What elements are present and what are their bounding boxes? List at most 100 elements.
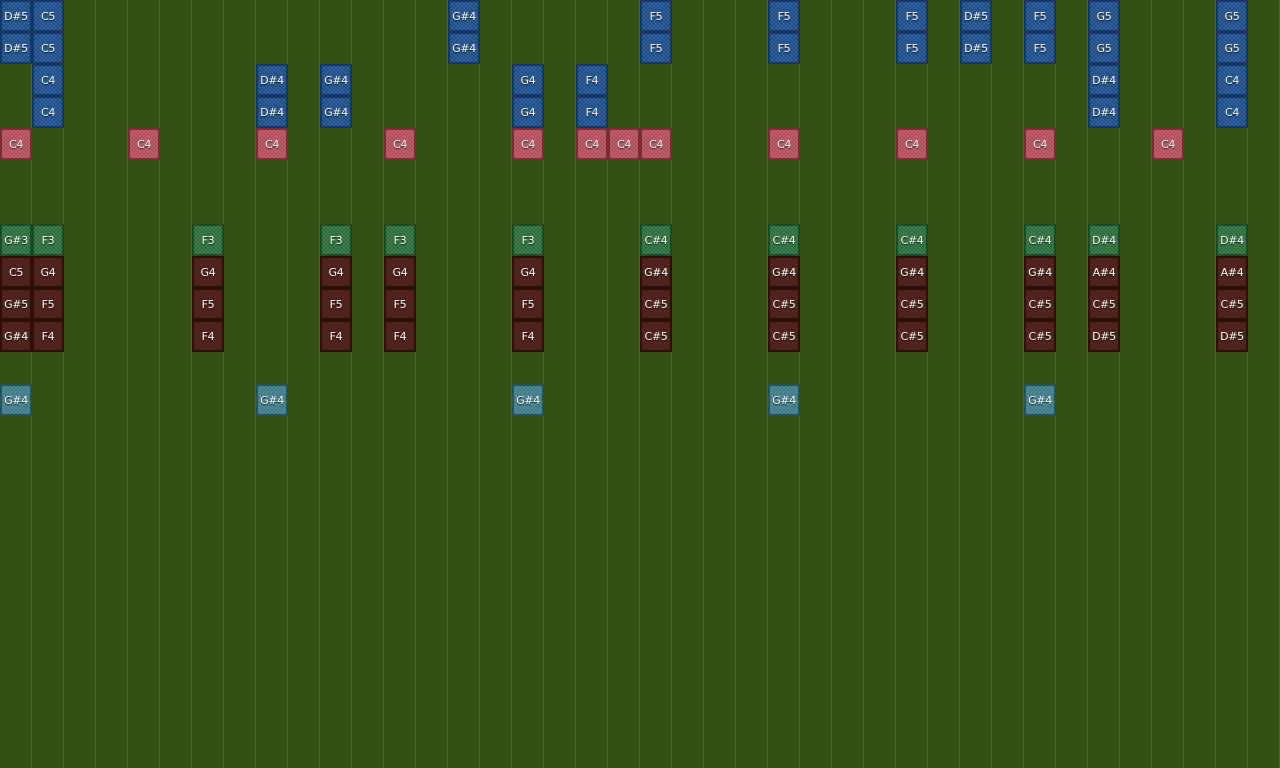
chord-note-cell[interactable]: C#5	[768, 288, 800, 320]
bass-note-cell[interactable]: C#4	[640, 224, 672, 256]
lead-note-cell[interactable]: G5	[1088, 0, 1120, 32]
beat-note-cell[interactable]: C4	[608, 128, 640, 160]
beat-note-cell[interactable]: C4	[1024, 128, 1056, 160]
chord-note-cell[interactable]: C#5	[1088, 288, 1120, 320]
chord-note-cell[interactable]: F4	[32, 320, 64, 352]
perc-note-cell[interactable]: G#4	[256, 384, 288, 416]
chord-note-cell[interactable]: C5	[0, 256, 32, 288]
bass-note-cell[interactable]: F3	[32, 224, 64, 256]
lead-note-cell[interactable]: F5	[640, 32, 672, 64]
beat-note-cell[interactable]: C4	[128, 128, 160, 160]
beat-note-cell[interactable]: C4	[384, 128, 416, 160]
chord-note-cell[interactable]: G#4	[768, 256, 800, 288]
chord-note-cell[interactable]: F4	[192, 320, 224, 352]
lead-note-cell[interactable]: D#4	[1088, 64, 1120, 96]
chord-note-cell[interactable]: F4	[512, 320, 544, 352]
chord-note-cell[interactable]: C#5	[1216, 288, 1248, 320]
lead-note-cell[interactable]: F5	[768, 0, 800, 32]
lead-note-cell[interactable]: D#4	[1088, 96, 1120, 128]
lead-note-cell[interactable]: G4	[512, 96, 544, 128]
chord-note-cell[interactable]: F5	[512, 288, 544, 320]
beat-note-cell[interactable]: C4	[512, 128, 544, 160]
chord-note-cell[interactable]: F5	[192, 288, 224, 320]
lead-note-cell[interactable]: D#5	[960, 0, 992, 32]
chord-note-cell[interactable]: F4	[320, 320, 352, 352]
chord-note-cell[interactable]: C#5	[896, 320, 928, 352]
lead-note-cell[interactable]: F5	[1024, 0, 1056, 32]
chord-note-cell[interactable]: G#4	[640, 256, 672, 288]
chord-note-cell[interactable]: C#5	[768, 320, 800, 352]
beat-note-cell[interactable]: C4	[0, 128, 32, 160]
bass-note-cell[interactable]: C#4	[896, 224, 928, 256]
bass-note-cell[interactable]: D#4	[1088, 224, 1120, 256]
lead-note-cell[interactable]: G5	[1088, 32, 1120, 64]
chord-note-cell[interactable]: C#5	[1024, 320, 1056, 352]
lead-note-cell[interactable]: F4	[576, 64, 608, 96]
lead-note-cell[interactable]: C5	[32, 32, 64, 64]
chord-note-cell[interactable]: G#4	[896, 256, 928, 288]
lead-note-cell[interactable]: F5	[896, 32, 928, 64]
perc-note-cell[interactable]: G#4	[1024, 384, 1056, 416]
lead-note-cell[interactable]: G#4	[320, 96, 352, 128]
lead-note-cell[interactable]: C4	[32, 96, 64, 128]
perc-note-cell[interactable]: G#4	[768, 384, 800, 416]
chord-note-cell[interactable]: C#5	[640, 288, 672, 320]
lead-note-cell[interactable]: G5	[1216, 32, 1248, 64]
lead-note-cell[interactable]: F5	[1024, 32, 1056, 64]
chord-note-cell[interactable]: C#5	[1024, 288, 1056, 320]
perc-note-cell[interactable]: G#4	[0, 384, 32, 416]
lead-note-cell[interactable]: C4	[1216, 96, 1248, 128]
perc-note-cell[interactable]: G#4	[512, 384, 544, 416]
chord-note-cell[interactable]: G4	[192, 256, 224, 288]
beat-note-cell[interactable]: C4	[896, 128, 928, 160]
chord-note-cell[interactable]: G4	[320, 256, 352, 288]
chord-note-cell[interactable]: D#5	[1216, 320, 1248, 352]
lead-note-cell[interactable]: F4	[576, 96, 608, 128]
lead-note-cell[interactable]: F5	[896, 0, 928, 32]
chord-note-cell[interactable]: G#5	[0, 288, 32, 320]
chord-note-cell[interactable]: D#5	[1088, 320, 1120, 352]
chord-note-cell[interactable]: G4	[512, 256, 544, 288]
lead-note-cell[interactable]: G5	[1216, 0, 1248, 32]
chord-note-cell[interactable]: G#4	[0, 320, 32, 352]
beat-note-cell[interactable]: C4	[576, 128, 608, 160]
chord-note-cell[interactable]: G#4	[1024, 256, 1056, 288]
lead-note-cell[interactable]: F5	[768, 32, 800, 64]
lead-note-cell[interactable]: F5	[640, 0, 672, 32]
lead-note-cell[interactable]: G#4	[448, 0, 480, 32]
lead-note-cell[interactable]: C4	[32, 64, 64, 96]
chord-note-cell[interactable]: F5	[320, 288, 352, 320]
chord-note-cell[interactable]: C#5	[896, 288, 928, 320]
bass-note-cell[interactable]: G#3	[0, 224, 32, 256]
chord-note-cell[interactable]: F4	[384, 320, 416, 352]
lead-note-cell[interactable]: D#5	[0, 32, 32, 64]
bass-note-cell[interactable]: F3	[512, 224, 544, 256]
lead-note-cell[interactable]: G4	[512, 64, 544, 96]
bass-note-cell[interactable]: F3	[192, 224, 224, 256]
chord-note-cell[interactable]: F5	[384, 288, 416, 320]
beat-note-cell[interactable]: C4	[256, 128, 288, 160]
chord-note-cell[interactable]: F5	[32, 288, 64, 320]
lead-note-cell[interactable]: C4	[1216, 64, 1248, 96]
lead-note-cell[interactable]: D#4	[256, 96, 288, 128]
lead-note-cell[interactable]: D#4	[256, 64, 288, 96]
chord-note-cell[interactable]: A#4	[1216, 256, 1248, 288]
bass-note-cell[interactable]: C#4	[768, 224, 800, 256]
bass-note-cell[interactable]: C#4	[1024, 224, 1056, 256]
chord-note-cell[interactable]: G4	[32, 256, 64, 288]
bass-note-cell[interactable]: D#4	[1216, 224, 1248, 256]
chord-note-cell[interactable]: C#5	[640, 320, 672, 352]
lead-note-cell[interactable]: G#4	[320, 64, 352, 96]
chord-note-cell[interactable]: A#4	[1088, 256, 1120, 288]
beat-note-cell[interactable]: C4	[768, 128, 800, 160]
lead-note-cell[interactable]: C5	[32, 0, 64, 32]
lead-note-cell[interactable]: G#4	[448, 32, 480, 64]
bass-note-cell[interactable]: F3	[320, 224, 352, 256]
lead-note-cell[interactable]: D#5	[0, 0, 32, 32]
beat-note-cell[interactable]: C4	[640, 128, 672, 160]
bass-note-cell[interactable]: F3	[384, 224, 416, 256]
lead-note-cell[interactable]: D#5	[960, 32, 992, 64]
beat-note-cell[interactable]: C4	[1152, 128, 1184, 160]
chord-note-cell[interactable]: G4	[384, 256, 416, 288]
